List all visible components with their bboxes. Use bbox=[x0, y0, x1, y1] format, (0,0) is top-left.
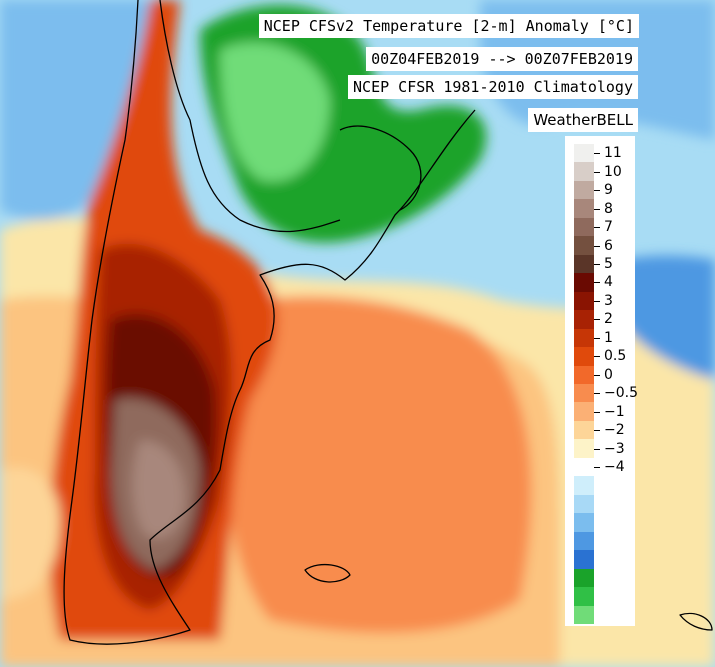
legend-tick bbox=[594, 448, 600, 450]
legend-swatch bbox=[574, 402, 594, 422]
legend-swatch bbox=[574, 365, 594, 385]
legend-label: 7 bbox=[604, 219, 613, 236]
legend-tick bbox=[594, 337, 600, 339]
legend-swatch bbox=[574, 568, 594, 588]
legend-swatch bbox=[574, 587, 594, 607]
legend-swatch bbox=[574, 439, 594, 459]
legend-swatch bbox=[574, 217, 594, 237]
legend-tick bbox=[594, 356, 600, 358]
legend-label: 0 bbox=[604, 366, 613, 383]
brand-label: WeatherBELL bbox=[528, 108, 638, 132]
legend-tick bbox=[594, 264, 600, 265]
legend-tick bbox=[594, 227, 600, 229]
legend-swatch bbox=[574, 347, 594, 367]
climatology-label: NCEP CFSR 1981-2010 Climatology bbox=[348, 75, 638, 99]
legend-swatch bbox=[574, 328, 594, 348]
legend-label: −4 bbox=[604, 459, 625, 476]
legend-swatch bbox=[574, 605, 594, 625]
legend-label: 5 bbox=[604, 256, 613, 272]
legend-label: −1 bbox=[604, 403, 625, 420]
legend-swatch bbox=[574, 476, 594, 496]
legend-swatch bbox=[574, 420, 594, 440]
legend-swatch bbox=[574, 513, 594, 533]
coastlines bbox=[63, 0, 713, 645]
legend-tick bbox=[594, 245, 600, 247]
legend-swatch bbox=[574, 531, 594, 551]
legend-swatch bbox=[574, 310, 594, 330]
legend-label: 11 bbox=[604, 145, 622, 162]
legend-label: 9 bbox=[604, 182, 613, 199]
legend-tick bbox=[594, 190, 600, 192]
legend-label: 8 bbox=[604, 200, 613, 217]
legend-swatch bbox=[574, 550, 594, 570]
legend-tick bbox=[594, 208, 600, 210]
legend-label: 4 bbox=[604, 274, 613, 291]
legend-tick bbox=[594, 393, 600, 395]
legend-label: 10 bbox=[604, 163, 622, 180]
legend-swatch bbox=[574, 199, 594, 219]
legend-swatch bbox=[574, 457, 594, 477]
legend-label: 3 bbox=[604, 292, 613, 309]
legend-tick bbox=[594, 374, 600, 376]
legend-tick bbox=[594, 319, 600, 321]
legend-label: −3 bbox=[604, 440, 625, 457]
legend-label: −0.5 bbox=[604, 385, 638, 402]
legend-swatch bbox=[574, 162, 594, 182]
legend-swatch bbox=[574, 180, 594, 200]
legend-tick bbox=[594, 430, 600, 432]
legend-label: 0.5 bbox=[604, 348, 627, 365]
legend-tick bbox=[594, 282, 600, 284]
legend-tick bbox=[594, 171, 600, 173]
legend-swatch bbox=[574, 273, 594, 293]
legend-swatch bbox=[574, 291, 594, 311]
legend-tick bbox=[594, 300, 600, 302]
legend-swatch bbox=[574, 254, 594, 274]
legend-tick bbox=[594, 153, 600, 155]
legend-swatch bbox=[574, 236, 594, 256]
legend-swatch bbox=[574, 384, 594, 403]
legend-tick bbox=[594, 467, 600, 469]
legend-swatch bbox=[574, 144, 594, 163]
legend-tick bbox=[594, 411, 600, 413]
legend-label: 6 bbox=[604, 237, 613, 254]
color-legend: 11 10 9 8 7 6 5 4 3 2 1 0.5 0 −0.5 −1 −2 −3 −4 bbox=[565, 136, 638, 626]
date-range: 00Z04FEB2019 --> 00Z07FEB2019 bbox=[366, 47, 638, 71]
legend-label: −2 bbox=[604, 422, 625, 439]
legend-label: 1 bbox=[604, 329, 613, 346]
map-title: NCEP CFSv2 Temperature [2-m] Anomaly [°C… bbox=[258, 14, 639, 38]
legend-swatch bbox=[574, 494, 594, 514]
legend-label: 2 bbox=[604, 311, 613, 328]
